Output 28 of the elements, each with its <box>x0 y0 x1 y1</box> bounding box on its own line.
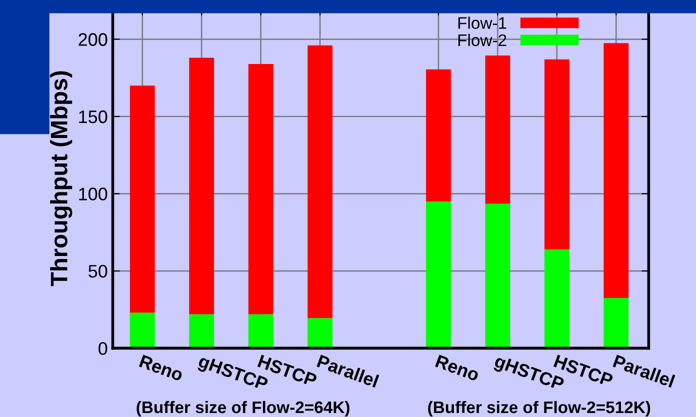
bar <box>248 64 274 314</box>
bar <box>426 201 451 348</box>
bar <box>604 43 629 298</box>
bar <box>248 314 274 348</box>
y-tick-label: 200 <box>78 33 108 46</box>
bar <box>130 86 155 313</box>
bar <box>485 55 510 204</box>
y-tick-label: 0 <box>98 342 108 355</box>
bar <box>485 204 510 348</box>
legend-label: Flow-2 <box>458 34 506 46</box>
text: (Buffer size of Flow-2=64K) <box>136 400 350 417</box>
bar <box>189 314 214 348</box>
bar <box>308 45 332 318</box>
bar <box>604 298 629 348</box>
y-tick-label: 50 <box>88 264 108 278</box>
text: (Buffer size of Flow-2=512K) <box>428 400 650 417</box>
y-tick-label: 100 <box>79 188 108 200</box>
y-tick-label: 150 <box>79 110 108 124</box>
bar <box>130 312 155 348</box>
bar <box>426 69 451 202</box>
bar <box>308 318 332 348</box>
bar <box>189 58 214 314</box>
x-tick-label: Reno <box>138 354 184 382</box>
bar <box>544 249 570 348</box>
legend-label: Flow-1 <box>458 16 506 29</box>
bar <box>544 59 570 250</box>
x-tick-label: Reno <box>435 354 480 382</box>
y-axis-title: Throughput (Mbps) <box>50 71 72 286</box>
